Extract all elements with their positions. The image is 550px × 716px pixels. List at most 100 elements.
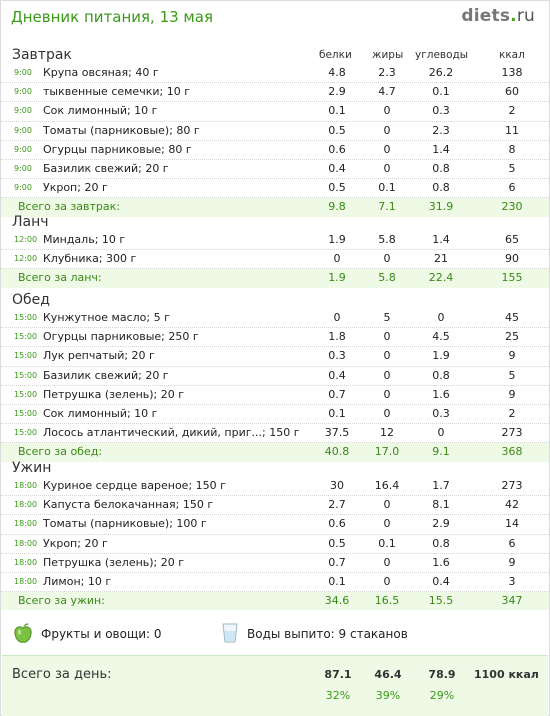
food-time: 15:00 <box>14 428 38 438</box>
food-row[interactable]: 15:00 Огурцы парниковые; 250 г 1.8 0 4.5… <box>1 328 549 348</box>
food-protein: 0.6 <box>328 517 346 531</box>
food-name[interactable]: Огурцы парниковые; 250 г <box>43 330 199 344</box>
food-name[interactable]: тыквенные семечки; 10 г <box>43 85 190 99</box>
food-protein: 2.9 <box>328 85 346 99</box>
food-carbs: 0.8 <box>432 181 450 195</box>
food-protein: 1.8 <box>328 330 346 344</box>
food-kcal: 273 <box>501 426 523 440</box>
food-name[interactable]: Томаты (парниковые); 100 г <box>43 517 207 531</box>
food-time: 9:00 <box>14 106 32 116</box>
food-name[interactable]: Сок лимонный; 10 г <box>43 406 158 420</box>
food-name[interactable]: Лимон; 10 г <box>43 574 112 588</box>
food-kcal: 2 <box>508 104 516 118</box>
food-carbs: 0.8 <box>432 536 450 550</box>
food-time: 15:00 <box>14 389 38 399</box>
meal-total-label: Всего за ланч: <box>18 271 102 285</box>
site-logo[interactable]: diets.ru <box>461 6 535 26</box>
meal-total-row: Всего за завтрак: 9.8 7.1 31.9 230 <box>1 198 549 217</box>
food-row[interactable]: 15:00 Лосось атлантический, дикий, приг.… <box>1 424 549 444</box>
food-name[interactable]: Капуста белокачанная; 150 г <box>43 498 214 512</box>
food-kcal: 8 <box>508 142 516 156</box>
food-time: 9:00 <box>14 125 32 135</box>
food-row[interactable]: 9:00 Крупа овсяная; 40 г 4.8 2.3 26.2 13… <box>1 64 549 84</box>
food-name[interactable]: Куриное сердце вареное; 150 г <box>43 479 226 492</box>
food-protein: 0.5 <box>328 536 346 550</box>
food-fat: 0 <box>383 330 391 344</box>
food-fat: 0 <box>383 498 391 512</box>
food-row[interactable]: 18:00 Куриное сердце вареное; 150 г 30 1… <box>1 477 549 497</box>
food-row[interactable]: 9:00 Сок лимонный; 10 г 0.1 0 0.3 2 <box>1 102 549 122</box>
total-kcal: 347 <box>501 594 523 608</box>
food-carbs: 0.1 <box>432 85 450 99</box>
food-protein: 30 <box>330 479 344 492</box>
food-kcal: 14 <box>505 517 519 531</box>
food-row[interactable]: 15:00 Базилик свежий; 20 г 0.4 0 0.8 5 <box>1 367 549 386</box>
food-name[interactable]: Миндаль; 10 г <box>43 233 126 246</box>
food-row[interactable]: 9:00 тыквенные семечки; 10 г 2.9 4.7 0.1… <box>1 83 549 103</box>
food-carbs: 1.4 <box>432 142 450 156</box>
food-row[interactable]: 15:00 Петрушка (зелень); 20 г 0.7 0 1.6 … <box>1 386 549 405</box>
food-time: 18:00 <box>14 557 38 567</box>
col-header-carbs: углеводы <box>415 49 469 61</box>
food-name[interactable]: Кунжутное масло; 5 г <box>43 311 170 324</box>
food-row[interactable]: 9:00 Огурцы парниковые; 80 г 0.6 0 1.4 8 <box>1 141 549 160</box>
food-fat: 0 <box>383 104 391 118</box>
food-row[interactable]: 9:00 Укроп; 20 г 0.5 0.1 0.8 6 <box>1 179 549 199</box>
food-protein: 37.5 <box>324 426 350 440</box>
meal-total-row: Всего за обед: 40.8 17.0 9.1 368 <box>1 443 549 462</box>
food-name[interactable]: Базилик свежий; 20 г <box>43 161 169 175</box>
food-time: 15:00 <box>14 313 38 322</box>
food-carbs: 1.6 <box>432 555 450 569</box>
total-kcal: 155 <box>501 271 523 285</box>
food-row[interactable]: 18:00 Укроп; 20 г 0.5 0.1 0.8 6 <box>1 535 549 554</box>
food-protein: 0.4 <box>328 161 346 175</box>
food-time: 9:00 <box>14 87 32 97</box>
food-name[interactable]: Петрушка (зелень); 20 г <box>43 387 185 401</box>
food-time: 15:00 <box>14 351 38 361</box>
food-name[interactable]: Базилик свежий; 20 г <box>43 368 169 382</box>
food-row[interactable]: 15:00 Сок лимонный; 10 г 0.1 0 0.3 2 <box>1 405 549 425</box>
food-time: 18:00 <box>14 538 38 548</box>
food-name[interactable]: Лук репчатый; 20 г <box>43 349 155 363</box>
total-protein: 34.6 <box>324 594 350 608</box>
total-carbs: 15.5 <box>428 594 454 608</box>
food-time: 9:00 <box>14 68 32 77</box>
food-row[interactable]: 15:00 Лук репчатый; 20 г 0.3 0 1.9 9 <box>1 347 549 367</box>
total-kcal: 368 <box>501 445 523 459</box>
meal-total-row: Всего за ужин: 34.6 16.5 15.5 347 <box>1 592 549 611</box>
food-row[interactable]: 18:00 Томаты (парниковые); 100 г 0.6 0 2… <box>1 515 549 535</box>
food-name[interactable]: Клубника; 300 г <box>43 252 137 266</box>
food-row[interactable]: 9:00 Базилик свежий; 20 г 0.4 0 0.8 5 <box>1 160 549 180</box>
food-row[interactable]: 15:00 Кунжутное масло; 5 г 0 5 0 45 <box>1 309 549 329</box>
food-fat: 5.8 <box>378 233 396 246</box>
food-row[interactable]: 18:00 Лимон; 10 г 0.1 0 0.4 3 <box>1 573 549 593</box>
food-time: 18:00 <box>14 481 38 490</box>
food-row[interactable]: 18:00 Петрушка (зелень); 20 г 0.7 0 1.6 … <box>1 554 549 573</box>
food-row[interactable]: 12:00 Миндаль; 10 г 1.9 5.8 1.4 65 <box>1 231 549 251</box>
logo-tld: ru <box>516 6 535 26</box>
food-name[interactable]: Лосось атлантический, дикий, приг...; 15… <box>43 426 300 440</box>
food-row[interactable]: 12:00 Клубника; 300 г 0 0 21 90 <box>1 250 549 270</box>
food-fat: 0 <box>383 252 391 266</box>
food-carbs: 8.1 <box>432 498 450 512</box>
food-row[interactable]: 9:00 Томаты (парниковые); 80 г 0.5 0 2.3… <box>1 122 549 141</box>
food-name[interactable]: Укроп; 20 г <box>43 181 108 195</box>
water-glass-icon <box>222 623 238 643</box>
food-fat: 0 <box>383 387 391 401</box>
food-kcal: 5 <box>508 161 516 175</box>
food-name[interactable]: Укроп; 20 г <box>43 536 108 550</box>
food-carbs: 21 <box>434 252 448 266</box>
food-carbs: 1.7 <box>432 479 450 492</box>
food-name[interactable]: Сок лимонный; 10 г <box>43 104 158 118</box>
food-name[interactable]: Крупа овсяная; 40 г <box>43 66 159 79</box>
food-fat: 0.1 <box>378 536 396 550</box>
food-carbs: 0.4 <box>432 574 450 588</box>
food-fat: 0 <box>383 517 391 531</box>
food-row[interactable]: 18:00 Капуста белокачанная; 150 г 2.7 0 … <box>1 496 549 516</box>
food-time: 9:00 <box>14 144 32 154</box>
food-fat: 0 <box>383 406 391 420</box>
food-kcal: 273 <box>501 479 523 492</box>
food-name[interactable]: Томаты (парниковые); 80 г <box>43 123 200 137</box>
food-name[interactable]: Огурцы парниковые; 80 г <box>43 142 192 156</box>
food-name[interactable]: Петрушка (зелень); 20 г <box>43 555 185 569</box>
